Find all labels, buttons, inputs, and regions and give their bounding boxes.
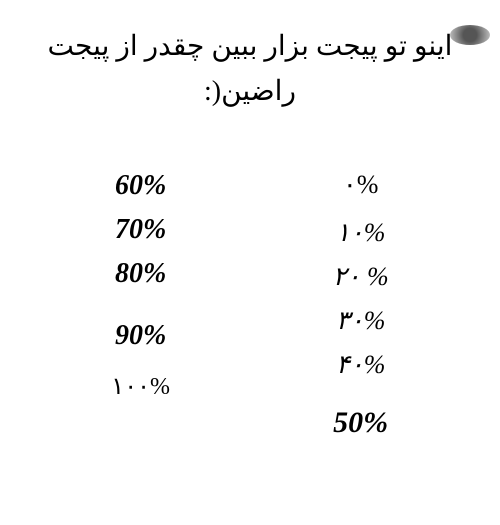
percentage-item: 60% xyxy=(115,170,166,202)
profile-avatar xyxy=(450,25,490,45)
left-column: 60% 70% 80% 90% ۱۰۰% xyxy=(111,170,170,454)
title-text: اینو تو پیجت بزار ببین چقدر از پیجت راضی… xyxy=(0,25,500,115)
percentage-item: ۰% xyxy=(343,170,379,200)
percentage-item: 80% xyxy=(115,258,166,290)
percentage-item: ۳۰% xyxy=(336,306,386,336)
percentage-item: 50% xyxy=(333,406,388,440)
percentage-columns: 60% 70% 80% 90% ۱۰۰% ۰% ۱۰% ۲۰ % ۳۰% ۴۰%… xyxy=(0,170,500,454)
percentage-item: 70% xyxy=(115,214,166,246)
right-column: ۰% ۱۰% ۲۰ % ۳۰% ۴۰% 50% xyxy=(333,170,389,454)
percentage-item: 90% xyxy=(115,320,166,352)
percentage-item: ۲۰ % xyxy=(333,262,389,292)
percentage-item: ۱۰% xyxy=(336,218,386,248)
percentage-item: ۱۰۰% xyxy=(111,372,170,401)
percentage-item: ۴۰% xyxy=(336,350,386,380)
